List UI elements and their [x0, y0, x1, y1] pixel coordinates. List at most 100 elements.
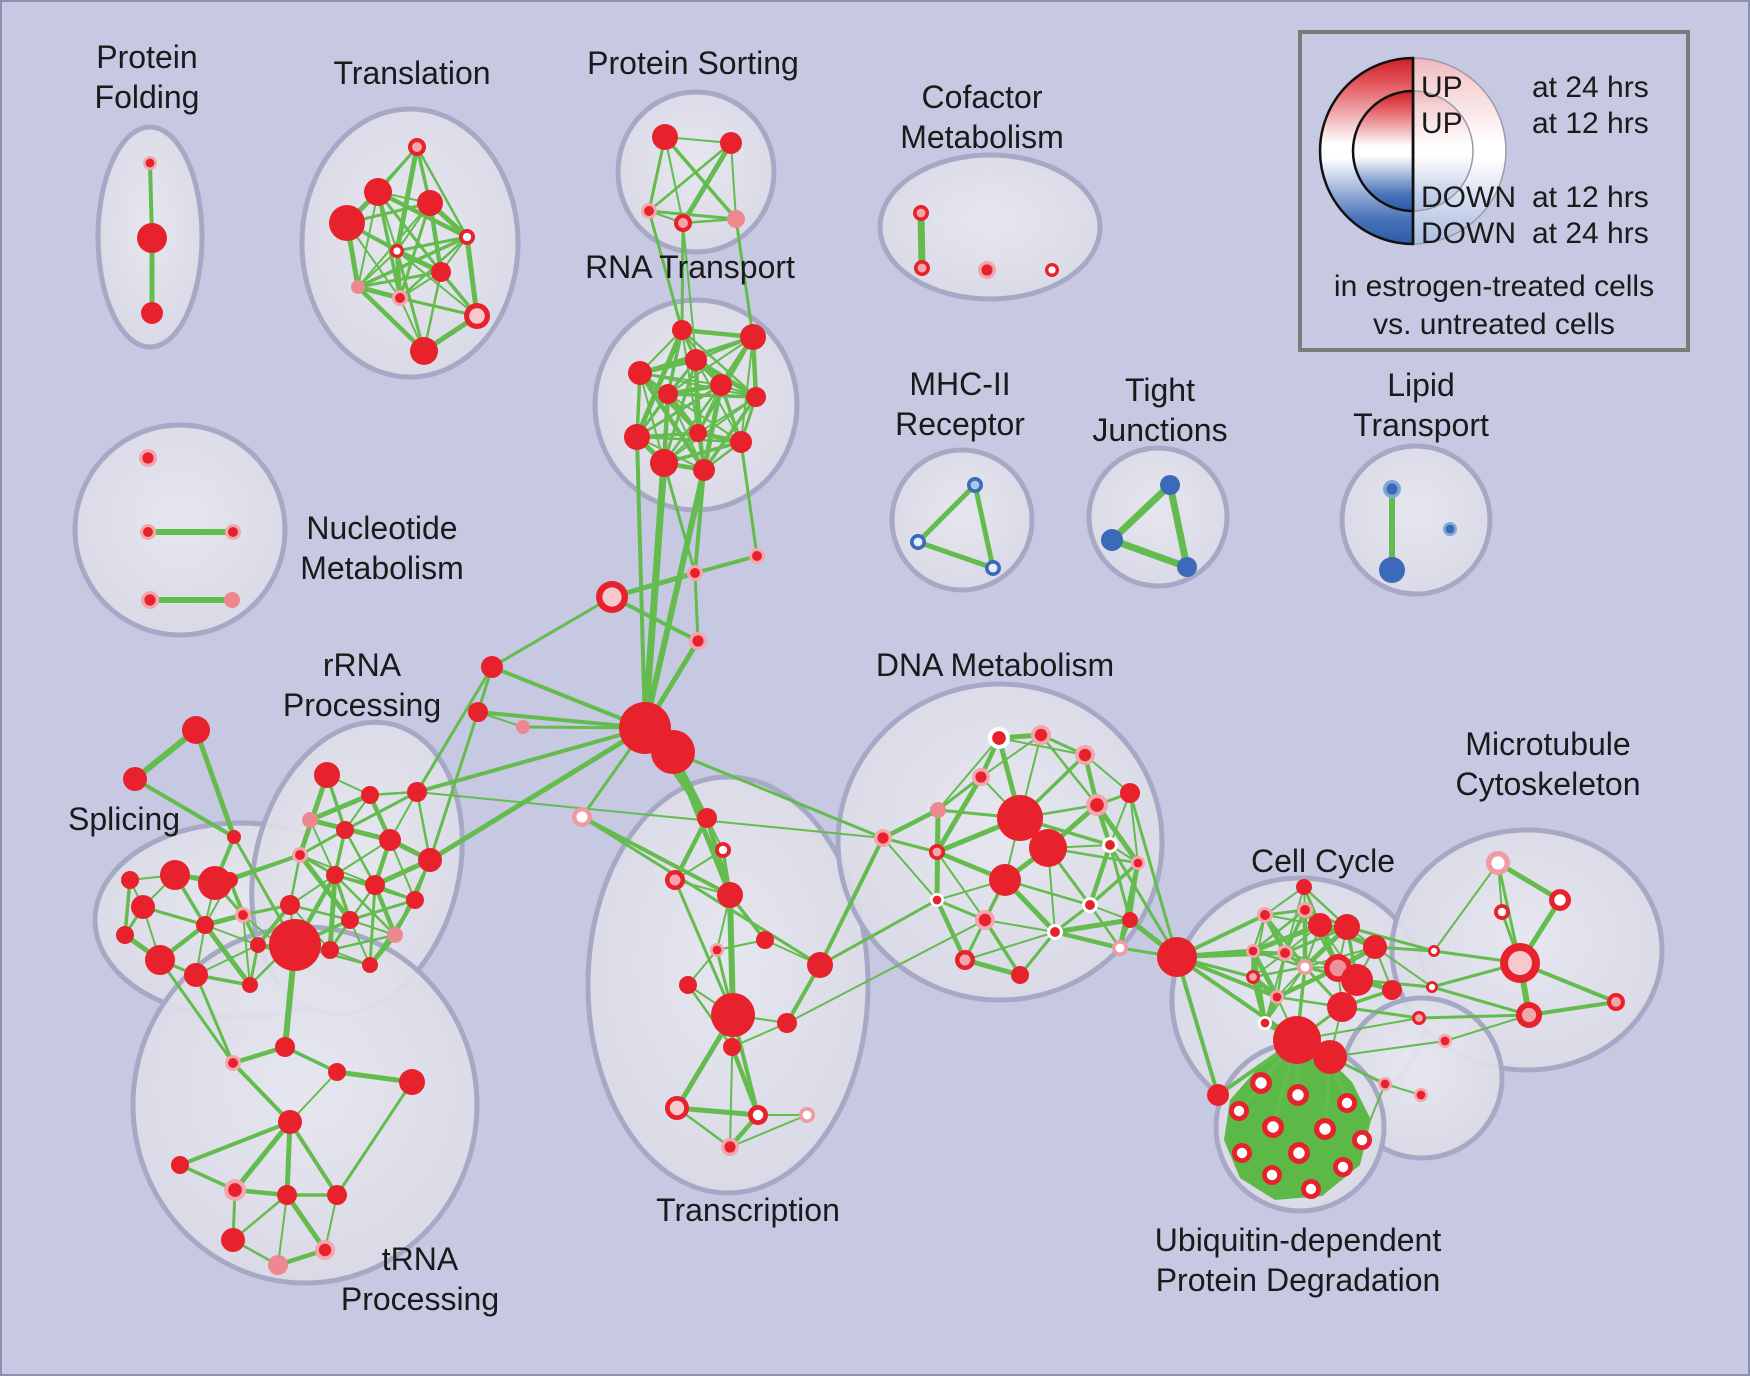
node[interactable]: [280, 895, 300, 915]
node[interactable]: [171, 1156, 189, 1174]
node[interactable]: [227, 830, 241, 844]
node[interactable]: [139, 449, 157, 467]
node[interactable]: [1301, 1179, 1321, 1199]
node[interactable]: [1229, 1101, 1249, 1121]
node[interactable]: [749, 548, 765, 564]
node[interactable]: [224, 1179, 246, 1201]
node[interactable]: [1102, 837, 1118, 853]
node[interactable]: [596, 581, 628, 613]
node[interactable]: [361, 786, 379, 804]
node[interactable]: [988, 727, 1010, 749]
node[interactable]: [665, 1096, 689, 1120]
node[interactable]: [410, 337, 438, 365]
node[interactable]: [302, 812, 318, 828]
node[interactable]: [278, 1110, 302, 1134]
node[interactable]: [481, 656, 503, 678]
node[interactable]: [362, 957, 378, 973]
node[interactable]: [715, 842, 731, 858]
node[interactable]: [1112, 940, 1128, 956]
node[interactable]: [143, 156, 157, 170]
node[interactable]: [651, 730, 695, 774]
node[interactable]: [723, 1038, 741, 1056]
node[interactable]: [336, 821, 354, 839]
node[interactable]: [756, 931, 774, 949]
node[interactable]: [1011, 966, 1029, 984]
node[interactable]: [1120, 783, 1140, 803]
node[interactable]: [1273, 1016, 1321, 1064]
node[interactable]: [1160, 475, 1180, 495]
node[interactable]: [1494, 904, 1510, 920]
node[interactable]: [406, 891, 424, 909]
node[interactable]: [1314, 1118, 1336, 1140]
node[interactable]: [674, 214, 692, 232]
node[interactable]: [417, 190, 443, 216]
node[interactable]: [1341, 964, 1373, 996]
node[interactable]: [387, 927, 403, 943]
node[interactable]: [1122, 912, 1138, 928]
node[interactable]: [730, 431, 752, 453]
node[interactable]: [326, 866, 344, 884]
node[interactable]: [665, 870, 685, 890]
node[interactable]: [1177, 557, 1197, 577]
node[interactable]: [1383, 480, 1401, 498]
node[interactable]: [277, 1185, 297, 1205]
node[interactable]: [1029, 829, 1067, 867]
node[interactable]: [364, 178, 392, 206]
node[interactable]: [1352, 1130, 1372, 1150]
node[interactable]: [408, 138, 426, 156]
node[interactable]: [1378, 1077, 1392, 1091]
node[interactable]: [464, 303, 490, 329]
node[interactable]: [1443, 522, 1457, 536]
node[interactable]: [184, 963, 208, 987]
node[interactable]: [685, 349, 707, 371]
node[interactable]: [1258, 1016, 1272, 1030]
node[interactable]: [225, 1055, 241, 1071]
node[interactable]: [1246, 970, 1260, 984]
node[interactable]: [141, 302, 163, 324]
node[interactable]: [914, 260, 930, 276]
node[interactable]: [1086, 794, 1108, 816]
node[interactable]: [222, 872, 238, 888]
node[interactable]: [1047, 924, 1063, 940]
node[interactable]: [1426, 981, 1438, 993]
node[interactable]: [160, 860, 190, 890]
node[interactable]: [874, 829, 892, 847]
node[interactable]: [652, 124, 678, 150]
node[interactable]: [327, 1185, 347, 1205]
node[interactable]: [1157, 937, 1197, 977]
node[interactable]: [697, 808, 717, 828]
node[interactable]: [641, 203, 657, 219]
node[interactable]: [224, 592, 240, 608]
node[interactable]: [275, 1037, 295, 1057]
node[interactable]: [740, 324, 766, 350]
node[interactable]: [1607, 993, 1625, 1011]
node[interactable]: [269, 919, 321, 971]
node[interactable]: [1277, 945, 1293, 961]
node[interactable]: [137, 223, 167, 253]
node[interactable]: [710, 374, 732, 396]
node[interactable]: [799, 1107, 815, 1123]
node[interactable]: [1379, 557, 1405, 583]
node[interactable]: [1250, 1072, 1272, 1094]
node[interactable]: [910, 534, 926, 550]
node[interactable]: [268, 1255, 288, 1275]
node[interactable]: [1297, 902, 1313, 918]
node[interactable]: [1327, 992, 1357, 1022]
node[interactable]: [516, 720, 530, 734]
node[interactable]: [658, 384, 678, 404]
node[interactable]: [407, 782, 427, 802]
node[interactable]: [1287, 1084, 1309, 1106]
node[interactable]: [989, 864, 1021, 896]
node[interactable]: [182, 716, 210, 744]
node[interactable]: [131, 895, 155, 919]
node[interactable]: [1246, 944, 1260, 958]
node[interactable]: [721, 1138, 739, 1156]
node[interactable]: [1412, 1011, 1426, 1025]
node[interactable]: [292, 847, 308, 863]
node[interactable]: [930, 802, 946, 818]
node[interactable]: [1363, 935, 1387, 959]
node[interactable]: [710, 943, 724, 957]
node[interactable]: [365, 875, 385, 895]
node[interactable]: [392, 290, 408, 306]
node[interactable]: [711, 993, 755, 1037]
